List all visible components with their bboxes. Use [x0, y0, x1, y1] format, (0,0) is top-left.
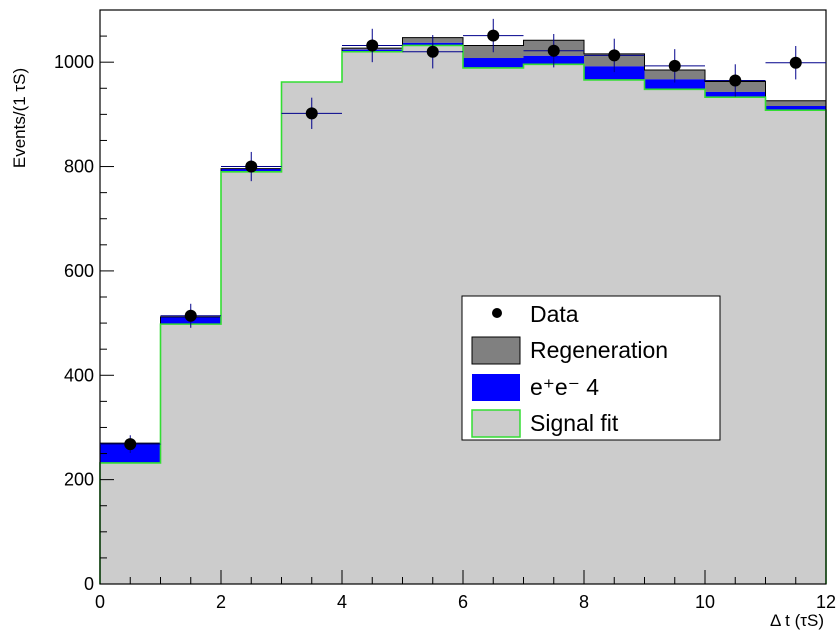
x-tick-label: 10: [695, 592, 715, 612]
legend-label-regeneration: Regeneration: [530, 337, 668, 363]
signal-fit-bar: [765, 110, 826, 585]
data-point: [426, 45, 439, 58]
ee4pi-bar: [584, 66, 645, 80]
data-point: [487, 29, 500, 42]
x-tick-label: 8: [579, 592, 589, 612]
y-tick-label: 400: [64, 365, 94, 385]
signal-fit-bar: [100, 462, 161, 584]
signal-fit-bar: [160, 324, 221, 584]
data-point: [245, 160, 258, 173]
ee4pi-bar: [644, 79, 705, 90]
x-tick-label: 2: [216, 592, 226, 612]
y-tick-label: 600: [64, 261, 94, 281]
data-point: [366, 39, 379, 52]
data-point: [184, 309, 197, 322]
y-axis-label: Events/(1 τS): [10, 68, 29, 168]
x-tick-label: 6: [458, 592, 468, 612]
signal-fit-bar: [342, 51, 403, 584]
axis-ticks: 0 2 4 6 8 10 12 0 200 400 600 800 1000: [54, 9, 836, 612]
signal-fit-bar: [402, 45, 463, 584]
ee4pi-bar: [463, 58, 524, 68]
legend-regeneration-swatch: [471, 336, 521, 365]
signal-fit-line: [99, 44, 827, 584]
x-tick-label: 0: [95, 592, 105, 612]
legend: Data Regeneration e⁺e⁻ 4 Signal fit: [461, 295, 721, 441]
y-tick-label: 0: [84, 574, 94, 594]
legend-label-ee4pi: e⁺e⁻ 4: [530, 374, 599, 400]
legend-label-signal-fit: Signal fit: [530, 410, 619, 436]
x-axis-label: Δ t (τS): [770, 611, 824, 630]
y-tick-label: 200: [64, 470, 94, 490]
data-point: [729, 74, 742, 87]
data-point: [305, 107, 318, 120]
x-tick-label: 4: [337, 592, 347, 612]
data-point: [789, 56, 802, 69]
data-point: [547, 44, 560, 57]
legend-label-data: Data: [530, 301, 579, 327]
regeneration-bar: [765, 100, 826, 107]
data-point: [668, 59, 681, 72]
y-tick-label: 800: [64, 157, 94, 177]
legend-ee4pi-swatch: [472, 374, 520, 401]
legend-data-marker: [492, 308, 502, 318]
legend-signal-fit-swatch: [471, 409, 521, 438]
data-point: [608, 49, 621, 62]
x-tick-label: 12: [816, 592, 836, 612]
signal-fit-bar: [221, 171, 282, 584]
signal-fit-bar: [281, 82, 342, 584]
ee4pi-bar: [765, 106, 826, 111]
y-tick-label: 1000: [54, 52, 94, 72]
data-points: [100, 18, 826, 454]
data-point: [124, 438, 137, 451]
